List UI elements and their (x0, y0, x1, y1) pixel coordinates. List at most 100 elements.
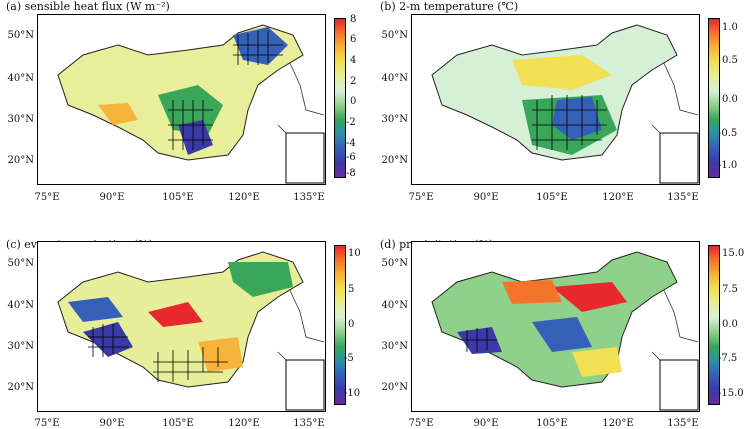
lon-tick: 90°E (99, 418, 125, 429)
colorbar-label: -5 (344, 353, 354, 364)
map-frame (37, 14, 326, 185)
inset-south-china-sea (659, 359, 699, 411)
lat-tick: 30°N (7, 114, 34, 125)
lat-tick: 40°N (7, 73, 34, 84)
colorbar-label: -10 (344, 388, 361, 399)
significance-hatching (532, 95, 607, 150)
lon-tick: 120°E (228, 418, 260, 429)
colorbar-label: -15.0 (718, 388, 744, 399)
significance-hatching (88, 324, 228, 382)
region-orange (198, 337, 243, 372)
region-yellow (572, 347, 622, 377)
colorbar-label: 7.5 (722, 284, 738, 295)
map-frame (411, 14, 700, 185)
map-canvas (431, 24, 699, 184)
lon-tick: 75°E (34, 418, 60, 429)
map-canvas (57, 251, 325, 411)
map-frame (411, 241, 700, 412)
country-fill (431, 24, 678, 161)
colorbar-label: 2 (350, 76, 357, 87)
significance-hatching (168, 31, 283, 150)
colorbar-label: 6 (350, 34, 357, 45)
lat-tick: 40°N (381, 300, 408, 311)
colorbar-label: 0 (348, 319, 355, 330)
lat-tick: 50°N (381, 258, 408, 269)
colorbar-label: 15.0 (722, 248, 745, 259)
lon-tick: 90°E (473, 418, 499, 429)
lat-tick: 50°N (7, 258, 34, 269)
region-yellow (512, 55, 612, 90)
colorbar (334, 18, 346, 178)
region-green (228, 262, 293, 297)
colorbar-label: -7.5 (718, 353, 738, 364)
lat-tick: 30°N (381, 114, 408, 125)
lon-tick: 135°E (667, 418, 699, 429)
region-blue (68, 297, 123, 322)
lat-tick: 50°N (381, 30, 408, 41)
panel-sensible-heat-flux: (a) sensible heat flux (W m⁻²) 50°N 40°N… (0, 0, 374, 214)
colorbar (334, 245, 346, 405)
region-red (148, 302, 203, 327)
colorbar-label: -4 (346, 138, 356, 149)
colorbar-label: 4 (350, 55, 357, 66)
colorbar-label: -6 (346, 152, 356, 163)
lat-tick: 20°N (7, 382, 34, 393)
colorbar-label: -0.5 (718, 128, 738, 139)
colorbar (708, 245, 720, 405)
region-blue (552, 97, 602, 140)
colorbar-label: 8 (350, 14, 357, 25)
lon-tick: 135°E (667, 192, 699, 203)
lat-tick: 20°N (381, 155, 408, 166)
lon-tick: 75°E (408, 192, 434, 203)
colorbar-label: -8 (346, 168, 356, 179)
lon-tick: 75°E (408, 418, 434, 429)
region-orange (502, 280, 562, 304)
inset-south-china-sea (285, 359, 325, 411)
region-purple (178, 120, 213, 155)
panel-2m-temperature: (b) 2-m temperature (℃) 50°N 40°N 30°N 2… (374, 0, 748, 214)
lon-tick: 105°E (536, 192, 568, 203)
region-blue (532, 317, 592, 352)
map-canvas (57, 24, 325, 184)
colorbar-label: 10 (348, 248, 361, 259)
panel-precipitation: (d) precipitation (%) 50°N 40°N 30°N 20°… (374, 214, 748, 429)
lon-tick: 120°E (228, 192, 260, 203)
lon-tick: 120°E (602, 192, 634, 203)
lat-tick: 40°N (381, 73, 408, 84)
region-orange (98, 103, 138, 125)
lon-tick: 90°E (473, 192, 499, 203)
lon-tick: 90°E (99, 192, 125, 203)
colorbar-label: -1.0 (718, 160, 738, 171)
colorbar-label: 5 (348, 284, 355, 295)
lat-tick: 30°N (381, 341, 408, 352)
lon-tick: 105°E (536, 418, 568, 429)
panel-title: (a) sensible heat flux (W m⁻²) (6, 0, 170, 13)
lon-tick: 105°E (162, 192, 194, 203)
region-blue (233, 27, 288, 65)
region-red (552, 282, 627, 312)
colorbar (708, 18, 720, 178)
colorbar-label: 0.5 (722, 55, 738, 66)
lat-tick: 50°N (7, 30, 34, 41)
map-frame (37, 241, 326, 412)
lat-tick: 30°N (7, 341, 34, 352)
inset-south-china-sea (285, 132, 325, 184)
colorbar-label: 0.0 (722, 94, 738, 105)
lon-tick: 120°E (602, 418, 634, 429)
lat-tick: 20°N (7, 155, 34, 166)
lon-tick: 105°E (162, 418, 194, 429)
map-canvas (431, 251, 699, 411)
lat-tick: 20°N (381, 382, 408, 393)
region-purple (457, 327, 502, 354)
lon-tick: 135°E (293, 418, 325, 429)
lon-tick: 75°E (34, 192, 60, 203)
colorbar-label: 0 (350, 96, 357, 107)
region-purple (83, 322, 133, 357)
colorbar-label: 1.0 (722, 22, 738, 33)
lat-tick: 40°N (7, 300, 34, 311)
colorbar-label: -2 (346, 117, 356, 128)
lon-tick: 135°E (293, 192, 325, 203)
colorbar-label: 0.0 (722, 319, 738, 330)
panel-title: (b) 2-m temperature (℃) (380, 0, 519, 13)
panel-evapotranspiration: (c) evapotranspiration (%) 50°N 40°N 30°… (0, 214, 374, 429)
